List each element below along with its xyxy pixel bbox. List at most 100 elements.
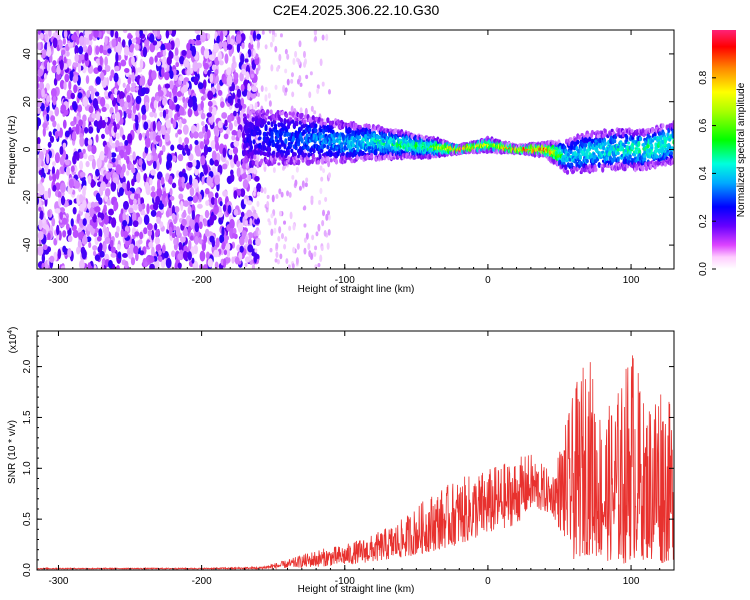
heatmap-cell xyxy=(41,167,45,176)
heatmap-cell xyxy=(594,139,598,143)
heatmap-cell xyxy=(321,160,325,165)
heatmap-cell xyxy=(300,112,304,118)
heatmap-cell xyxy=(157,152,162,160)
heatmap-cell xyxy=(327,229,331,236)
heatmap-cell xyxy=(277,235,281,242)
heatmap-cell xyxy=(322,209,326,217)
heatmap-cell xyxy=(310,105,314,112)
heatmap-cell xyxy=(204,132,208,141)
heatmap-cell xyxy=(239,111,245,119)
heatmap-cell xyxy=(154,223,158,231)
heatmap-cell xyxy=(91,113,97,119)
heatmap-cell xyxy=(72,75,78,83)
heatmap-cell xyxy=(274,258,278,263)
heatmap-cell xyxy=(95,45,100,56)
heatmap-cell xyxy=(291,91,295,98)
heatmap-cell xyxy=(161,67,165,78)
heatmap-cell xyxy=(107,48,112,54)
heatmap-cell xyxy=(282,84,286,93)
heatmap-cell xyxy=(100,181,107,192)
heatmap-cell xyxy=(325,33,329,42)
heatmap-cell xyxy=(242,113,247,118)
heatmap-cell xyxy=(150,169,156,176)
heatmap-cell xyxy=(307,152,311,158)
heatmap-cell xyxy=(95,76,101,85)
heatmap-cell xyxy=(221,41,227,48)
heatmap-cell xyxy=(135,95,142,105)
heatmap-cell xyxy=(177,129,183,135)
heatmap-cell xyxy=(234,256,240,265)
heatmap-cell xyxy=(279,117,284,124)
heatmap-cell xyxy=(321,81,325,87)
heatmap-cell xyxy=(233,140,240,148)
heatmap-cell xyxy=(298,185,302,191)
heatmap-cell xyxy=(308,159,312,165)
heatmap-cell xyxy=(219,201,223,207)
heatmap-cell xyxy=(301,180,305,188)
heatmap-cell xyxy=(323,121,327,126)
heatmap-cell xyxy=(162,109,167,119)
heatmap-cell xyxy=(94,254,101,262)
heatmap-cell xyxy=(232,146,239,155)
heatmap-cell xyxy=(572,166,576,171)
heatmap-cell xyxy=(48,131,52,138)
heatmap-cell xyxy=(275,251,279,258)
heatmap-cell xyxy=(240,83,245,92)
heatmap-cell xyxy=(389,156,394,161)
heatmap-cell xyxy=(87,138,93,146)
heatmap-cell xyxy=(247,169,251,174)
heatmap-cell xyxy=(244,262,248,268)
heatmap-cell xyxy=(317,116,321,123)
heatmap-cell xyxy=(58,197,62,207)
heatmap-cell xyxy=(51,217,56,227)
heatmap-cell xyxy=(304,182,308,188)
heatmap-cell xyxy=(562,161,566,165)
heatmap-cell xyxy=(50,87,57,98)
heatmap-cell xyxy=(214,174,221,186)
heatmap-cell xyxy=(192,195,199,203)
heatmap-cell xyxy=(178,193,184,200)
heatmap-cell xyxy=(314,35,318,42)
heatmap-cell xyxy=(67,235,73,243)
heatmap-cell xyxy=(111,142,116,149)
heatmap-cell xyxy=(236,43,241,53)
heatmap-cell xyxy=(217,89,223,96)
heatmap-cell xyxy=(171,204,175,216)
heatmap-cell xyxy=(139,231,144,240)
heatmap-cell xyxy=(131,112,136,122)
heatmap-cell xyxy=(405,135,409,141)
heatmap-cell xyxy=(196,34,201,41)
heatmap-cell xyxy=(110,181,117,192)
heatmap-cell xyxy=(114,30,119,40)
heatmap-cell xyxy=(76,246,81,255)
heatmap-cell xyxy=(126,180,131,192)
heatmap-cell xyxy=(79,194,83,203)
heatmap-cell xyxy=(601,145,606,151)
heatmap-cell xyxy=(373,125,377,131)
heatmap-cell xyxy=(221,241,226,250)
heatmap-cell xyxy=(83,152,88,160)
heatmap-cell xyxy=(168,99,173,107)
heatmap-cell xyxy=(131,82,137,88)
heatmap-cell xyxy=(249,218,253,227)
heatmap-cell xyxy=(181,118,187,125)
heatmap-cell xyxy=(136,172,141,184)
heatmap-cell xyxy=(104,65,111,71)
heatmap-cell xyxy=(231,232,236,239)
heatmap-cell xyxy=(178,118,183,129)
heatmap-cell xyxy=(144,146,149,154)
heatmap-cell xyxy=(154,236,161,245)
heatmap-cell xyxy=(329,152,333,156)
heatmap-cell xyxy=(245,52,249,59)
heatmap-cell xyxy=(230,158,235,169)
heatmap-cell xyxy=(132,220,139,228)
heatmap-cell xyxy=(239,71,244,82)
heatmap-cell xyxy=(142,151,147,159)
heatmap-cell xyxy=(122,82,126,88)
heatmap-cell xyxy=(213,42,220,53)
heatmap-cell xyxy=(103,242,107,254)
heatmap-cell xyxy=(42,122,48,129)
heatmap-cell xyxy=(156,60,162,67)
heatmap-cell xyxy=(307,242,311,251)
